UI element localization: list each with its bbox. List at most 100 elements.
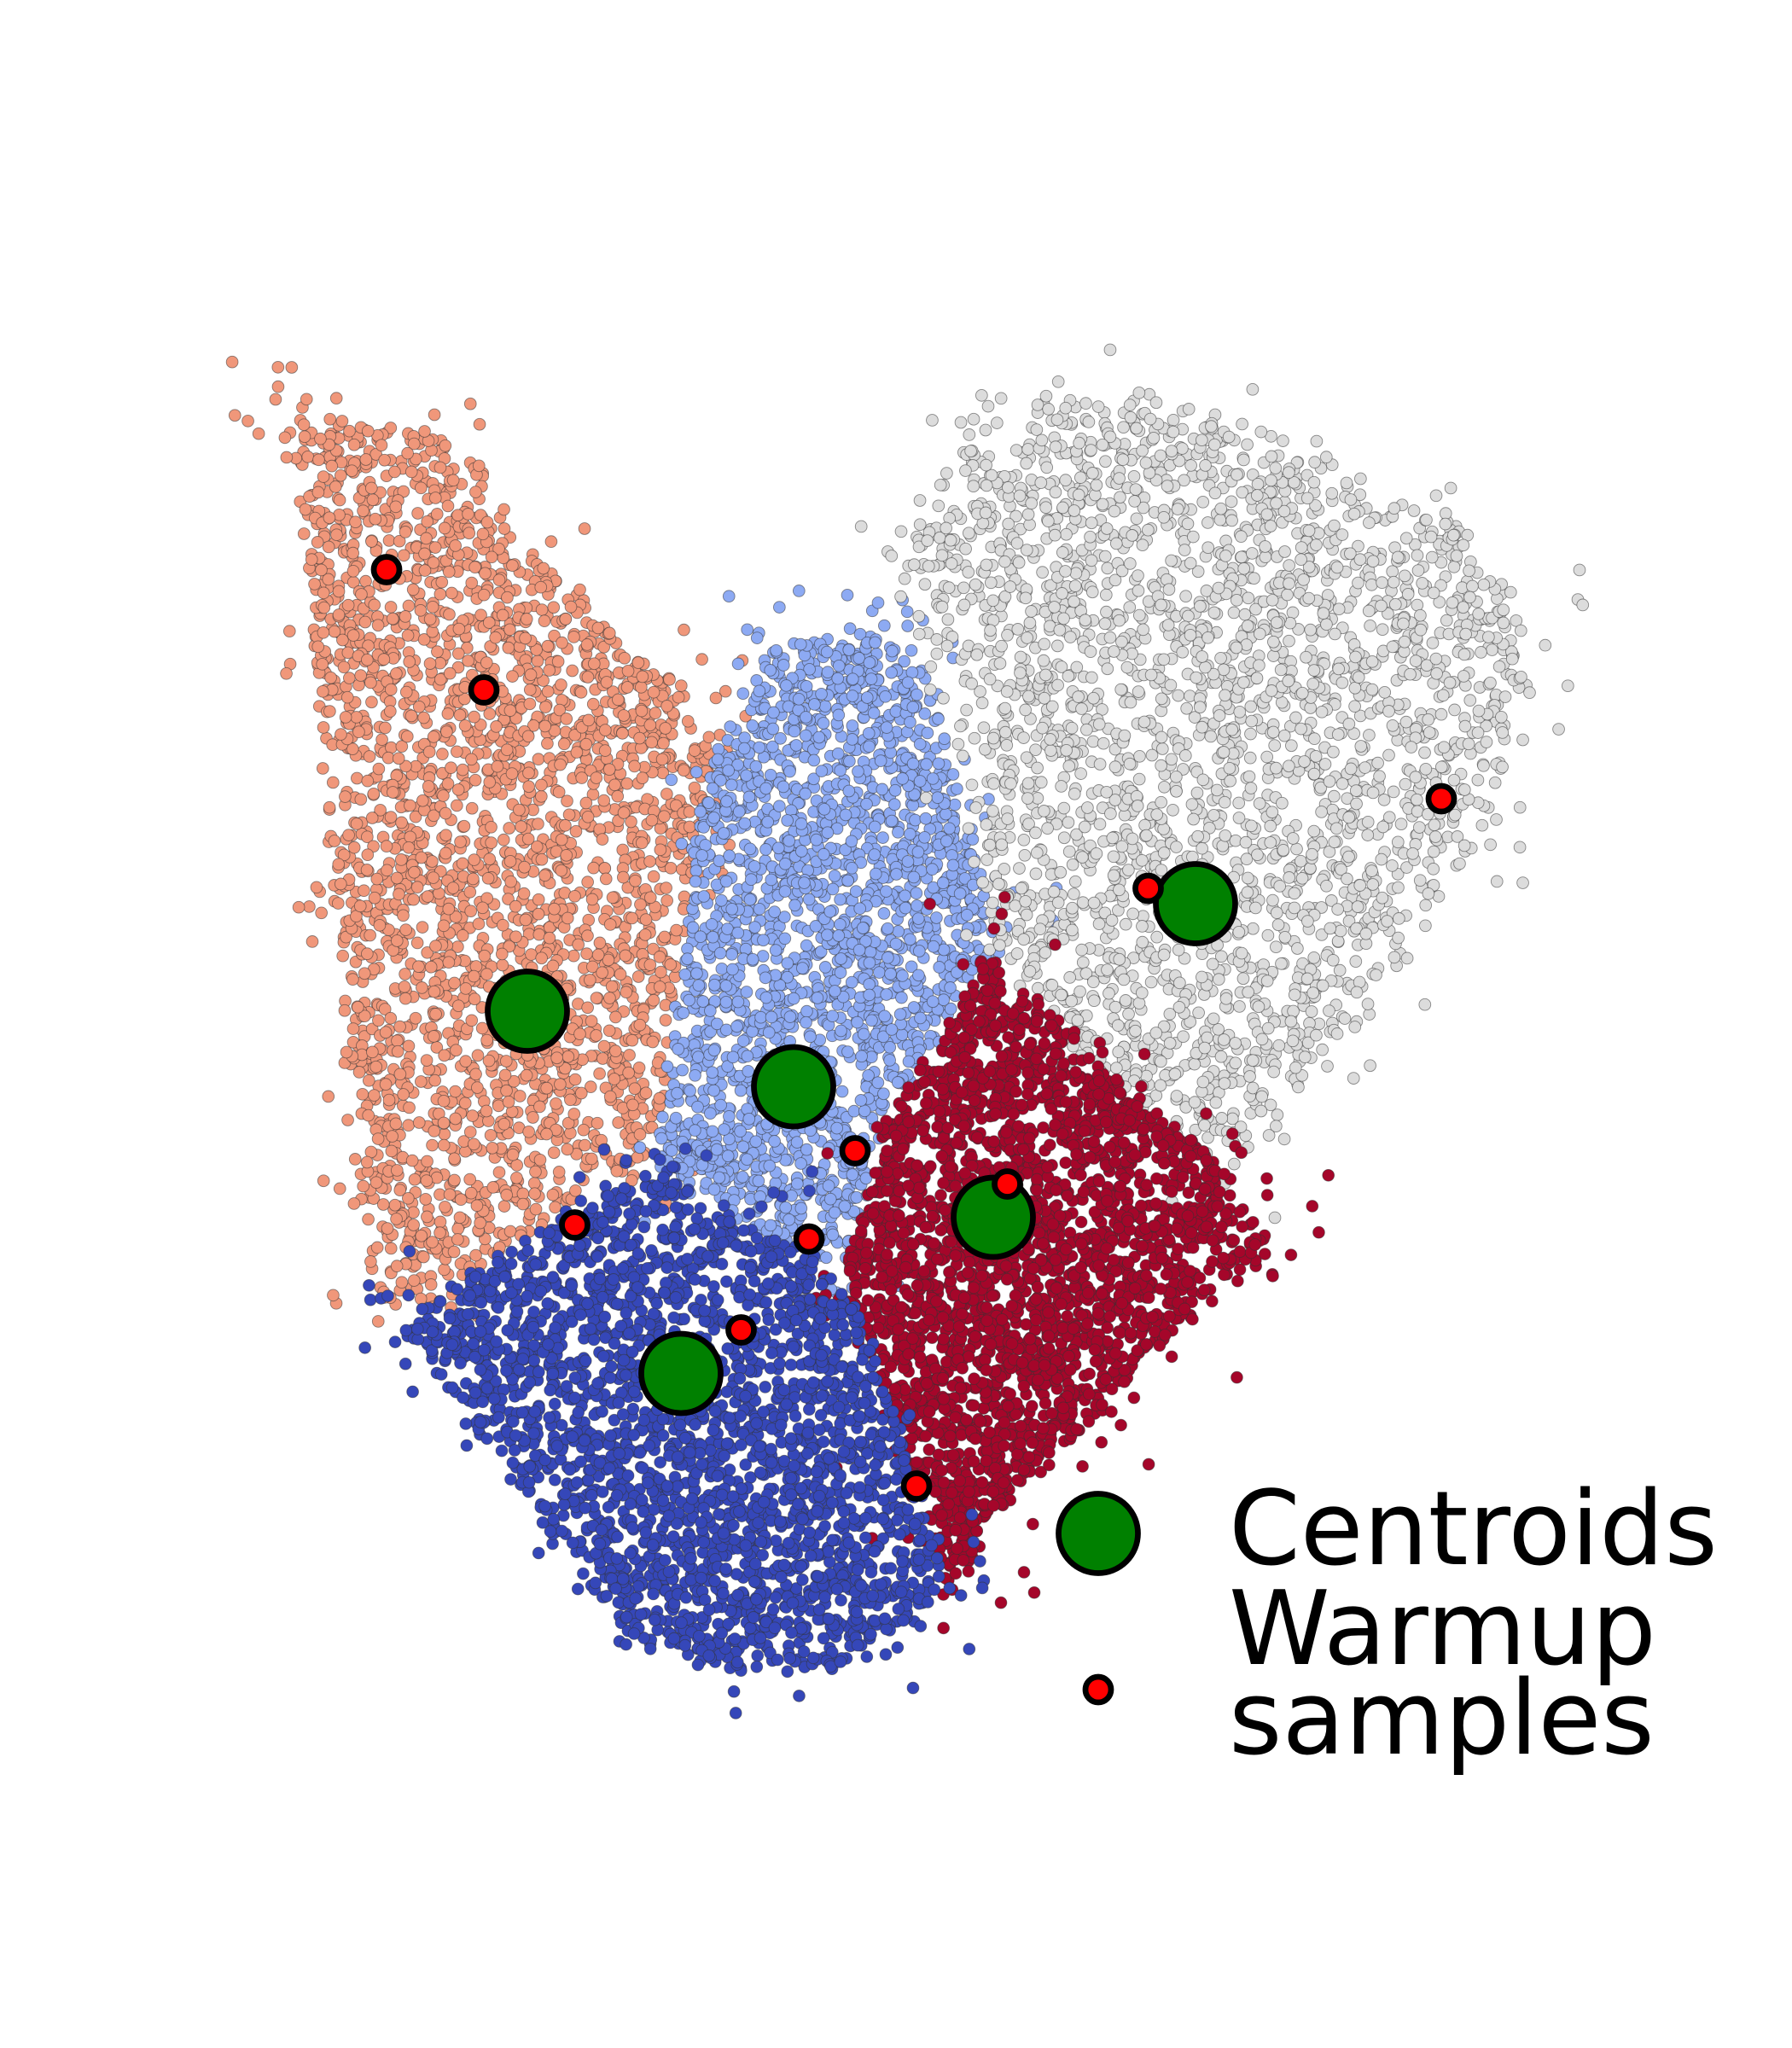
cluster-1-point bbox=[535, 852, 549, 866]
cluster-2-point bbox=[724, 778, 738, 792]
cluster-1-point bbox=[439, 829, 452, 842]
cluster-2-point bbox=[910, 887, 923, 900]
cluster-2-point bbox=[966, 833, 980, 846]
cluster-1-outlier bbox=[688, 744, 701, 757]
cluster-1-point bbox=[389, 500, 403, 514]
cluster-1-point bbox=[394, 853, 408, 866]
cluster-1-point bbox=[498, 1068, 512, 1082]
cluster-1-outlier bbox=[620, 681, 634, 694]
cluster-1-outlier bbox=[626, 1098, 639, 1112]
cluster-2-point bbox=[831, 747, 845, 760]
cluster-1-point bbox=[471, 1049, 485, 1062]
cluster-1-point bbox=[463, 886, 477, 899]
cluster-1-point bbox=[549, 1201, 561, 1214]
cluster-2-outlier bbox=[953, 887, 967, 900]
cluster-1-outlier bbox=[683, 806, 696, 818]
cluster-1-point bbox=[348, 1153, 362, 1166]
cluster-2-point bbox=[748, 921, 761, 934]
cluster-1-point bbox=[506, 1148, 520, 1161]
cluster-1-point bbox=[334, 468, 347, 482]
cluster-1-point bbox=[591, 621, 605, 635]
cluster-2-point bbox=[707, 978, 721, 992]
cluster-2-point bbox=[835, 1024, 847, 1038]
cluster-1-point bbox=[585, 1152, 598, 1166]
cluster-1-point bbox=[345, 464, 358, 478]
cluster-1-point bbox=[566, 664, 579, 678]
cluster-1-outlier bbox=[228, 409, 241, 422]
cluster-1-point bbox=[546, 1188, 560, 1201]
cluster-1-point bbox=[533, 1100, 546, 1114]
cluster-2-point bbox=[850, 1190, 864, 1204]
cluster-1-point bbox=[503, 855, 517, 868]
cluster-1-point bbox=[465, 753, 478, 766]
cluster-1-point bbox=[503, 704, 517, 717]
cluster-3-point bbox=[1130, 512, 1143, 526]
cluster-2-outlier bbox=[741, 623, 754, 637]
cluster-1-point bbox=[475, 1021, 489, 1035]
cluster-1-point bbox=[361, 774, 375, 788]
cluster-1-point bbox=[456, 929, 469, 942]
cluster-1-point bbox=[523, 684, 537, 696]
cluster-1-point bbox=[361, 848, 375, 862]
cluster-1-point bbox=[628, 759, 641, 773]
cluster-1-point bbox=[308, 578, 321, 591]
cluster-1-point bbox=[491, 759, 504, 773]
cluster-1-point bbox=[631, 656, 645, 669]
cluster-1-point bbox=[439, 439, 452, 452]
cluster-1-point bbox=[497, 833, 510, 847]
cluster-1-point bbox=[567, 1108, 581, 1120]
cluster-1-point bbox=[495, 947, 509, 961]
cluster-1-point bbox=[336, 949, 350, 963]
cluster-1-point bbox=[364, 676, 377, 689]
cluster-1-point bbox=[472, 917, 486, 931]
cluster-1-point bbox=[555, 678, 567, 691]
cluster-1-outlier bbox=[501, 591, 514, 604]
cluster-1-point bbox=[560, 848, 573, 862]
cluster-1-point bbox=[376, 1198, 390, 1211]
cluster-2-point bbox=[860, 691, 874, 704]
cluster-1-point bbox=[467, 872, 480, 886]
cluster-2-point bbox=[847, 1104, 861, 1118]
cluster-1-point bbox=[322, 540, 335, 554]
cluster-1-point bbox=[509, 899, 522, 913]
cluster-2-point bbox=[819, 1251, 833, 1265]
cluster-1-point bbox=[393, 1184, 407, 1197]
cluster-1-point bbox=[540, 1081, 553, 1095]
cluster-1-point bbox=[534, 580, 548, 594]
cluster-2-outlier bbox=[901, 676, 915, 689]
cluster-3-point bbox=[1426, 637, 1440, 649]
cluster-1-point bbox=[408, 865, 421, 879]
cluster-2-point bbox=[846, 719, 859, 732]
cluster-1-point bbox=[317, 586, 330, 600]
cluster-1-outlier bbox=[447, 1245, 461, 1259]
cluster-1-point bbox=[410, 881, 424, 893]
cluster-2-point bbox=[774, 732, 787, 745]
cluster-2-point bbox=[932, 757, 945, 771]
cluster-2-point bbox=[888, 798, 901, 812]
cluster-2-point bbox=[715, 893, 728, 907]
cluster-2-point bbox=[722, 764, 735, 777]
cluster-1-point bbox=[341, 646, 355, 660]
cluster-1-point bbox=[450, 1044, 463, 1057]
cluster-2-point bbox=[731, 926, 745, 940]
cluster-1-point bbox=[323, 800, 336, 814]
cluster-1-point bbox=[547, 1146, 561, 1160]
cluster-1-outlier bbox=[332, 608, 346, 621]
cluster-1-point bbox=[509, 930, 522, 944]
cluster-2-point bbox=[877, 1087, 890, 1101]
cluster-2-point bbox=[725, 902, 739, 916]
cluster-1-point bbox=[445, 586, 458, 600]
cluster-2-point bbox=[862, 727, 876, 740]
cluster-1-point bbox=[469, 1248, 482, 1262]
cluster-1-point bbox=[325, 459, 339, 473]
cluster-1-point bbox=[360, 947, 374, 960]
cluster-1-point bbox=[418, 564, 432, 577]
cluster-2-point bbox=[691, 1100, 704, 1114]
cluster-2-outlier bbox=[879, 689, 892, 703]
cluster-3-point bbox=[1363, 1008, 1376, 1021]
cluster-1-point bbox=[554, 1078, 567, 1091]
cluster-2-point bbox=[835, 1085, 849, 1098]
cluster-2-point bbox=[695, 849, 708, 862]
cluster-1-point bbox=[381, 1222, 394, 1235]
